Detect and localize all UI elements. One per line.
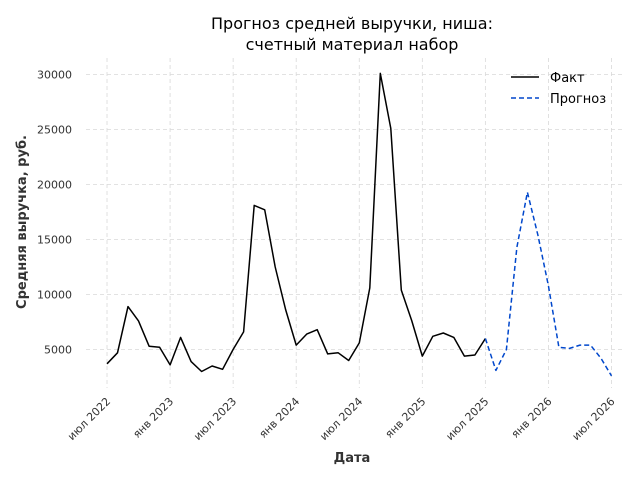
chart-title-line-2: счетный материал набор xyxy=(246,35,459,54)
x-tick-label: июл 2026 xyxy=(570,395,618,443)
x-tick-label: янв 2024 xyxy=(256,395,302,441)
x-tick-label: июл 2024 xyxy=(317,395,365,443)
chart-title-line-1: Прогноз средней выручки, ниша: xyxy=(211,14,493,33)
y-tick-label: 30000 xyxy=(37,69,72,82)
y-tick-label: 15000 xyxy=(37,234,72,247)
series-lines xyxy=(106,72,613,377)
series-line-0 xyxy=(106,72,487,373)
x-tick-label: июл 2023 xyxy=(191,395,239,443)
x-tick-label: янв 2023 xyxy=(130,395,176,441)
series-line-1 xyxy=(484,191,613,377)
y-axis-label: Средняя выручка, руб. xyxy=(15,135,30,309)
y-tick-label: 10000 xyxy=(37,289,72,302)
y-tick-label: 25000 xyxy=(37,124,72,137)
y-tick-label: 5000 xyxy=(44,344,72,357)
x-axis-label: Дата xyxy=(334,451,371,466)
x-tick-label: янв 2026 xyxy=(509,395,555,441)
x-tick-label: янв 2025 xyxy=(383,395,429,441)
x-tick-label: июл 2025 xyxy=(443,395,491,443)
y-tick-label: 20000 xyxy=(37,179,72,192)
y-axis-ticks: 5000 10000 15000 20000 25000 30000 xyxy=(37,69,72,357)
legend-label-fact: Факт xyxy=(550,71,585,86)
legend-label-forecast: Прогноз xyxy=(550,92,606,107)
grid xyxy=(86,58,622,388)
legend: Факт Прогноз xyxy=(511,71,606,107)
x-tick-label: июл 2022 xyxy=(65,395,113,443)
x-axis-ticks: июл 2022 янв 2023 июл 2023 янв 2024 июл 2024… xyxy=(65,395,618,443)
